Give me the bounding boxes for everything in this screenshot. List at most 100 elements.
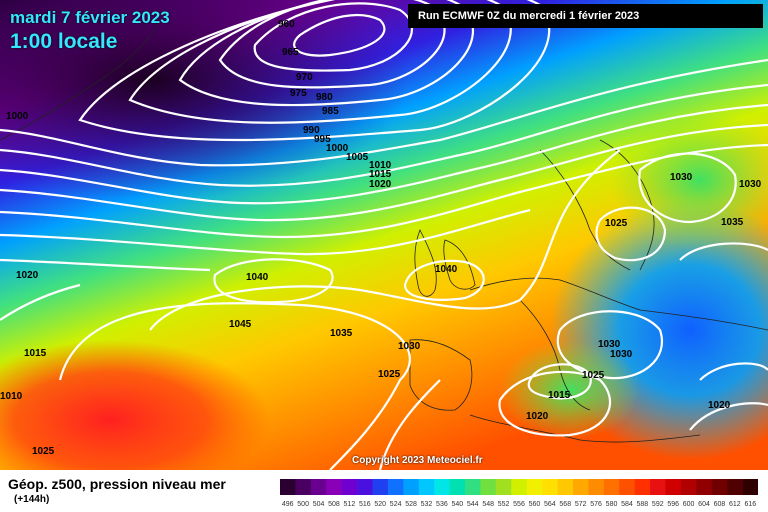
scale-swatch bbox=[588, 479, 605, 495]
scale-tick-label: 568 bbox=[559, 501, 571, 508]
scale-tick-label: 544 bbox=[467, 501, 479, 508]
forecast-time: 1:00 locale bbox=[10, 30, 118, 53]
scale-swatch bbox=[711, 479, 728, 495]
isobar-label: 1030 bbox=[670, 172, 693, 183]
scale-swatch bbox=[372, 479, 389, 495]
isobar-label: 1020 bbox=[708, 400, 731, 411]
isobar-label: 1025 bbox=[378, 369, 401, 380]
scale-swatch bbox=[557, 479, 574, 495]
isobar-label: 1020 bbox=[369, 179, 392, 190]
scale-tick-label: 604 bbox=[698, 501, 710, 508]
color-scale: 496 500 504 508 512 516 520 524 528 532 536 540 544 5… bbox=[280, 479, 758, 508]
isobar-label: 970 bbox=[296, 72, 313, 83]
scale-tick-label: 508 bbox=[328, 501, 340, 508]
isobar-label: 985 bbox=[322, 106, 339, 117]
mediterranean-region bbox=[500, 340, 640, 440]
scale-tick-label: 572 bbox=[575, 501, 587, 508]
copyright: Copyright 2023 Meteociel.fr bbox=[352, 455, 483, 466]
high-geopotential-region bbox=[0, 340, 270, 470]
isobar-label: 1040 bbox=[435, 264, 458, 275]
isobar-label: 965 bbox=[282, 47, 299, 58]
scale-swatch bbox=[310, 479, 327, 495]
scale-tick-label: 512 bbox=[344, 501, 356, 508]
scale-tick-label: 552 bbox=[498, 501, 510, 508]
isobar-label: 995 bbox=[314, 134, 331, 145]
run-info: Run ECMWF 0Z du mercredi 1 février 2023 bbox=[408, 4, 763, 28]
scale-tick-label: 516 bbox=[359, 501, 371, 508]
isobar-label: 990 bbox=[303, 125, 320, 136]
scale-swatch bbox=[418, 479, 435, 495]
scale-tick-label: 496 bbox=[282, 501, 294, 508]
scale-swatch bbox=[542, 479, 558, 495]
isobar-label: 1015 bbox=[24, 348, 47, 359]
legend-title: Géop. z500, pression niveau mer bbox=[8, 476, 226, 492]
scale-tick-label: 548 bbox=[482, 501, 494, 508]
scale-tick-label: 608 bbox=[714, 501, 726, 508]
coastlines bbox=[0, 19, 768, 443]
scale-tick-label: 556 bbox=[513, 501, 525, 508]
scale-swatch bbox=[480, 479, 497, 495]
isobar-labels: 960 965 970 975 980 985 990 995 1000 100… bbox=[0, 19, 762, 457]
scale-swatch bbox=[696, 479, 713, 495]
scale-swatch bbox=[326, 479, 342, 495]
scale-tick-label: 500 bbox=[297, 501, 309, 508]
scale-swatch bbox=[603, 479, 620, 495]
scale-swatch bbox=[650, 479, 666, 495]
scale-tick-label: 592 bbox=[652, 501, 664, 508]
scale-tick-label: 612 bbox=[729, 501, 741, 508]
isobar-label: 1010 bbox=[0, 391, 23, 402]
scale-tick-label: 576 bbox=[590, 501, 602, 508]
scale-swatch bbox=[280, 479, 296, 495]
isobar-label: 1030 bbox=[739, 179, 762, 190]
scale-swatch bbox=[727, 479, 743, 495]
scale-swatch bbox=[387, 479, 404, 495]
scale-swatch bbox=[295, 479, 312, 495]
legend-lead-time: (+144h) bbox=[14, 494, 50, 505]
isobar-label: 1015 bbox=[369, 169, 392, 180]
isobar-label: 1020 bbox=[526, 411, 549, 422]
scale-tick-label: 532 bbox=[421, 501, 433, 508]
scale-tick-label: 600 bbox=[683, 501, 695, 508]
isobar-label: 1025 bbox=[605, 218, 628, 229]
scale-tick-label: 540 bbox=[451, 501, 463, 508]
scale-swatch bbox=[511, 479, 528, 495]
isobar-label: 1040 bbox=[246, 272, 269, 283]
scale-swatch bbox=[341, 479, 358, 495]
isobar-label: 1000 bbox=[326, 143, 349, 154]
isobar-label: 1020 bbox=[16, 270, 39, 281]
scale-swatch bbox=[634, 479, 651, 495]
isobar-label: 1030 bbox=[610, 349, 633, 360]
scale-swatch bbox=[572, 479, 589, 495]
isobar-label: 1035 bbox=[330, 328, 353, 339]
scale-tick-label: 564 bbox=[544, 501, 556, 508]
scale-tick-label: 524 bbox=[390, 501, 402, 508]
isobar-label: 980 bbox=[316, 92, 333, 103]
scale-swatch bbox=[680, 479, 697, 495]
scandinavia-region bbox=[610, 110, 768, 250]
scale-tick-label: 528 bbox=[405, 501, 417, 508]
isobar-label: 1010 bbox=[369, 160, 392, 171]
scale-tick-label: 520 bbox=[374, 501, 386, 508]
isobar-label: 1015 bbox=[548, 390, 571, 401]
isobar-label: 1030 bbox=[398, 341, 421, 352]
scale-swatch bbox=[619, 479, 635, 495]
isobar-label: 1045 bbox=[229, 319, 252, 330]
scale-tick-label: 616 bbox=[744, 501, 756, 508]
scale-swatch bbox=[526, 479, 543, 495]
isobar-label: 1035 bbox=[721, 217, 744, 228]
scale-tick-label: 588 bbox=[637, 501, 649, 508]
isobar-label: 975 bbox=[290, 88, 307, 99]
isobar-label: 1005 bbox=[346, 152, 369, 163]
scale-tick-label: 536 bbox=[436, 501, 448, 508]
weather-map: 960 965 970 975 980 985 990 995 1000 100… bbox=[0, 0, 768, 470]
isobar-label: 1030 bbox=[598, 339, 621, 350]
isobar-label: 1000 bbox=[6, 111, 29, 122]
scale-tick-label: 584 bbox=[621, 501, 633, 508]
scale-swatch bbox=[449, 479, 466, 495]
scale-swatch bbox=[742, 479, 758, 495]
forecast-date: mardi 7 février 2023 bbox=[10, 8, 170, 27]
isobar-lines bbox=[0, 0, 768, 470]
scale-swatch bbox=[434, 479, 450, 495]
scale-swatch bbox=[665, 479, 682, 495]
